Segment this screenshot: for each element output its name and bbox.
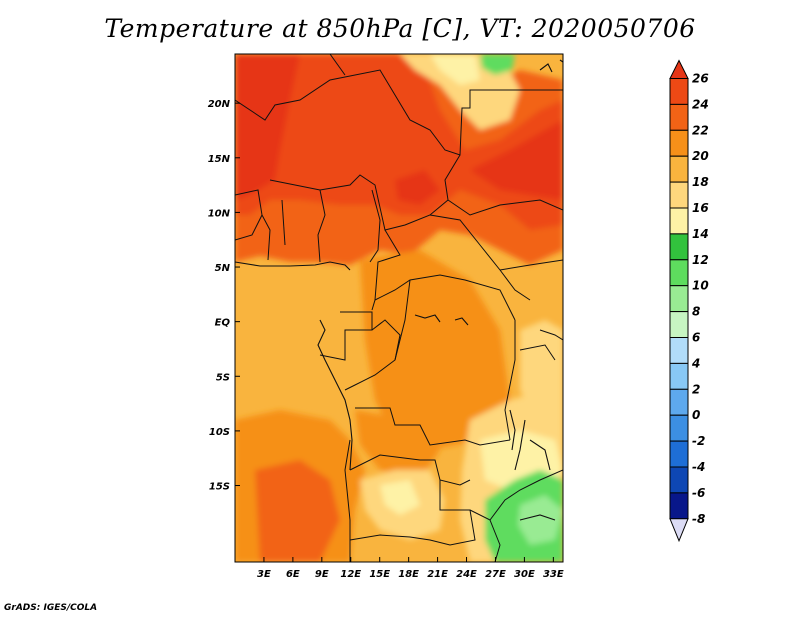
lat-tick-label: 15N [208, 154, 231, 165]
colorbar-label: 20 [692, 149, 709, 163]
lat-tick-label: 10S [209, 427, 230, 438]
lat-tick-label: 5S [216, 372, 230, 383]
colorbar-label: 12 [692, 253, 709, 267]
temp-zone-26 [235, 54, 300, 200]
lon-tick-label: 3E [257, 569, 271, 580]
temp-zone-22-south [355, 410, 440, 480]
temp-zone-26-east [470, 120, 563, 200]
colorbar-label: 26 [692, 72, 709, 86]
temp-zone-24 [235, 54, 563, 230]
colorbar-label: 0 [692, 408, 700, 422]
lon-tick-label: 12E [340, 569, 361, 580]
latitude-axis: 20N 15N 10N 5N EQ 5S 10S 15S [208, 99, 240, 493]
colorbar-label: 2 [692, 382, 700, 396]
map-title: Temperature at 850hPa [C], VT: 202005070… [104, 14, 696, 43]
colorbar-box-16 [669, 492, 689, 520]
colorbar-label: -4 [692, 460, 705, 474]
colorbar-box-11 [669, 362, 689, 390]
colorbar-label: -6 [692, 486, 705, 500]
longitude-axis: 3E 6E 9E 12E 15E 18E 21E 24E 27E 30E 33E [257, 557, 564, 580]
temp-zone-24-sw [255, 460, 340, 562]
colorbar-top-arrow [669, 59, 689, 79]
grads-credit: GrADS: IGES/COLA [4, 603, 98, 613]
colorbar-box-5 [669, 207, 689, 235]
colorbar-box-15 [669, 466, 689, 494]
colorbar-label: 22 [692, 123, 709, 137]
lon-tick-label: 27E [485, 569, 506, 580]
colorbar-label: -8 [692, 512, 705, 526]
lon-tick-label: 21E [427, 569, 448, 580]
colorbar-box-1 [669, 103, 689, 131]
colorbar-box-3 [669, 155, 689, 183]
colorbar-box-8 [669, 285, 689, 313]
temp-zone-18-east [520, 320, 563, 420]
lon-tick-label: 24E [456, 569, 477, 580]
lat-tick-label: 5N [215, 263, 231, 274]
temp-zone-26-center [395, 170, 440, 205]
colorbar-box-9 [669, 311, 689, 339]
colorbar-label: 18 [692, 175, 709, 189]
colorbar-box-0 [669, 78, 689, 105]
map-frame [234, 53, 564, 563]
colorbar-label: 8 [692, 305, 700, 319]
temp-zone-green2-se [518, 495, 563, 545]
temp-zone-16-south [380, 480, 420, 515]
colorbar-box-7 [669, 259, 689, 287]
lon-tick-label: 30E [514, 569, 535, 580]
colorbar-label: 4 [691, 356, 700, 370]
country-borders [235, 54, 563, 562]
lat-tick-label: EQ [215, 318, 231, 329]
colorbar-bottom-arrow [669, 518, 689, 543]
colorbar-label: -2 [692, 434, 705, 448]
temp-zone-16-ne [430, 54, 480, 85]
lat-tick-label: 20N [208, 99, 231, 110]
lon-tick-label: 18E [398, 569, 419, 580]
temp-zone-18-ne [400, 54, 520, 130]
colorbar-label: 14 [692, 227, 709, 241]
lon-tick-label: 9E [315, 569, 329, 580]
lat-tick-label: 10N [208, 208, 231, 219]
colorbar-box-6 [669, 233, 689, 261]
lat-tick-label: 15S [209, 482, 230, 493]
temp-zone-green-ne [480, 54, 515, 75]
colorbar-label: 6 [692, 331, 700, 345]
colorbar-box-13 [669, 414, 689, 442]
colorbar-label: 24 [692, 97, 709, 111]
colorbar-label: 10 [692, 279, 709, 293]
colorbar-box-12 [669, 388, 689, 416]
colorbar-box-4 [669, 181, 689, 209]
colorbar-box-2 [669, 129, 689, 157]
temperature-field [235, 54, 563, 562]
lon-tick-label: 33E [543, 569, 564, 580]
colorbar-box-14 [669, 440, 689, 468]
colorbar-label: 16 [692, 201, 709, 215]
coastlines [235, 59, 563, 521]
lon-tick-label: 6E [286, 569, 300, 580]
temp-zone-22-center [360, 250, 510, 450]
lon-tick-label: 15E [369, 569, 390, 580]
colorbar-box-10 [669, 337, 689, 364]
